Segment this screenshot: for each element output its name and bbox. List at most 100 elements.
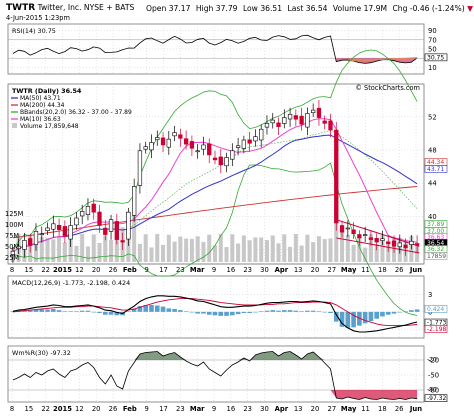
x-tick-label-mid: 27	[328, 266, 337, 274]
macd-histogram-bar	[230, 311, 235, 316]
williams-tick-label: -20	[428, 357, 439, 365]
candle-body	[137, 150, 143, 186]
candle-body	[189, 141, 195, 149]
candle-body	[351, 229, 356, 235]
open-label: Open	[146, 4, 167, 13]
volume-bar	[103, 235, 108, 262]
volume-bar	[74, 245, 79, 262]
candle-body	[374, 238, 379, 243]
price-tick-label: 44	[428, 180, 437, 188]
x-tick-label-bottom: Apr	[275, 405, 289, 413]
macd-line	[12, 295, 418, 333]
volume-bar	[143, 234, 148, 262]
volume-bar	[230, 234, 235, 262]
ticker-symbol: TWTR	[6, 3, 36, 13]
candle-body	[114, 221, 119, 240]
macd-histogram-bar	[97, 311, 102, 313]
volume-last-label: 17859	[427, 253, 446, 260]
low-value: 36.51	[260, 4, 283, 13]
macd-histogram-bar	[27, 310, 33, 312]
volume-tick-label: 25M	[5, 254, 19, 262]
price-label-box	[424, 165, 448, 173]
candle-body	[253, 136, 258, 142]
macd-histogram-bar	[339, 311, 345, 327]
x-tick-label-mid: 26	[395, 266, 404, 274]
candle-body	[56, 224, 62, 230]
volume-bar	[316, 236, 321, 262]
volume-bar	[68, 234, 73, 262]
macd-histogram-bar	[293, 310, 299, 312]
macd-histogram-bar	[224, 311, 229, 316]
price-right-label: 36.63	[427, 234, 444, 241]
macd-right-label: -1.773	[427, 320, 447, 327]
macd-histogram-bar	[79, 310, 85, 312]
candle-body	[108, 219, 114, 232]
x-tick-label-mid: 18	[378, 266, 387, 274]
x-tick-label-mid: Feb	[123, 266, 137, 274]
candle-body	[149, 142, 154, 151]
bband-upper	[12, 49, 418, 249]
candle-body	[235, 145, 241, 148]
macd-histogram-bar	[253, 311, 258, 313]
x-tick-label-mid: Jun	[409, 266, 422, 274]
macd-histogram-bar	[247, 311, 252, 313]
macd-histogram-bar	[206, 311, 212, 315]
macd-histogram-bar	[62, 311, 68, 312]
rsi-tick-label: 10	[428, 64, 437, 72]
x-tick-label-bottom: 23	[243, 405, 252, 413]
x-tick-label-bottom: 9	[145, 405, 149, 413]
volume-bar	[45, 238, 50, 262]
price-right-label: 44.34	[427, 159, 444, 166]
macd-right-label: 0.424	[427, 306, 444, 313]
volume-bar	[224, 247, 229, 262]
bband-lower	[12, 162, 418, 316]
rsi-series	[12, 34, 418, 64]
x-tick-label-bottom: 23	[176, 405, 185, 413]
macd-histogram-bar	[45, 309, 50, 312]
high-label: High	[195, 4, 214, 13]
williams-right-label: -20	[427, 357, 437, 364]
macd-histogram-bar	[241, 311, 247, 313]
candle-body	[155, 137, 160, 141]
x-tick-label-bottom: 15	[25, 405, 34, 413]
volume-bar	[328, 238, 333, 262]
macd-histogram-bar	[137, 306, 143, 312]
macd-histogram-bar	[166, 308, 172, 312]
x-tick-label-mid: May	[341, 266, 357, 274]
macd-histogram-bar	[195, 311, 200, 314]
volume-bar	[241, 235, 246, 262]
candle-body	[380, 238, 385, 241]
x-tick-label-bottom: 26	[109, 405, 118, 413]
candle-body	[362, 234, 368, 236]
volume-bar	[51, 239, 56, 262]
candle-body	[166, 138, 171, 148]
volume-bar	[189, 238, 194, 262]
candle-body	[403, 244, 408, 249]
x-tick-label-mid: 15	[25, 266, 34, 274]
chg-label: Chg	[392, 4, 408, 13]
candle-body	[212, 157, 218, 161]
candle-body	[10, 250, 16, 255]
macd-histogram-bar	[68, 311, 73, 312]
volume-bar	[80, 234, 85, 262]
macd-histogram-bar	[91, 311, 97, 313]
candle-body	[172, 132, 177, 137]
volume-bar	[212, 245, 218, 262]
legend-bbands: BBands(20,2.0) 36.32 - 37.00 - 37.89	[20, 109, 132, 116]
x-tick-label-mid: Apr	[275, 266, 289, 274]
candle-body	[311, 109, 316, 114]
x-tick-label-mid: Mar	[190, 266, 205, 274]
macd-histogram-bar	[258, 311, 264, 312]
candle-body	[33, 230, 39, 245]
candle-body	[120, 240, 125, 243]
macd-panel	[7, 275, 425, 339]
x-tick-label-bottom: 30	[260, 405, 269, 413]
legend-ma10: MA(10) 36.63	[20, 116, 61, 123]
volume-bar	[155, 234, 160, 262]
williams-series	[12, 351, 418, 400]
x-tick-label-mid: 26	[109, 266, 118, 274]
macd-histogram-bar	[85, 310, 91, 312]
candle-body	[97, 211, 102, 226]
price-tick-label: 40	[428, 213, 437, 221]
